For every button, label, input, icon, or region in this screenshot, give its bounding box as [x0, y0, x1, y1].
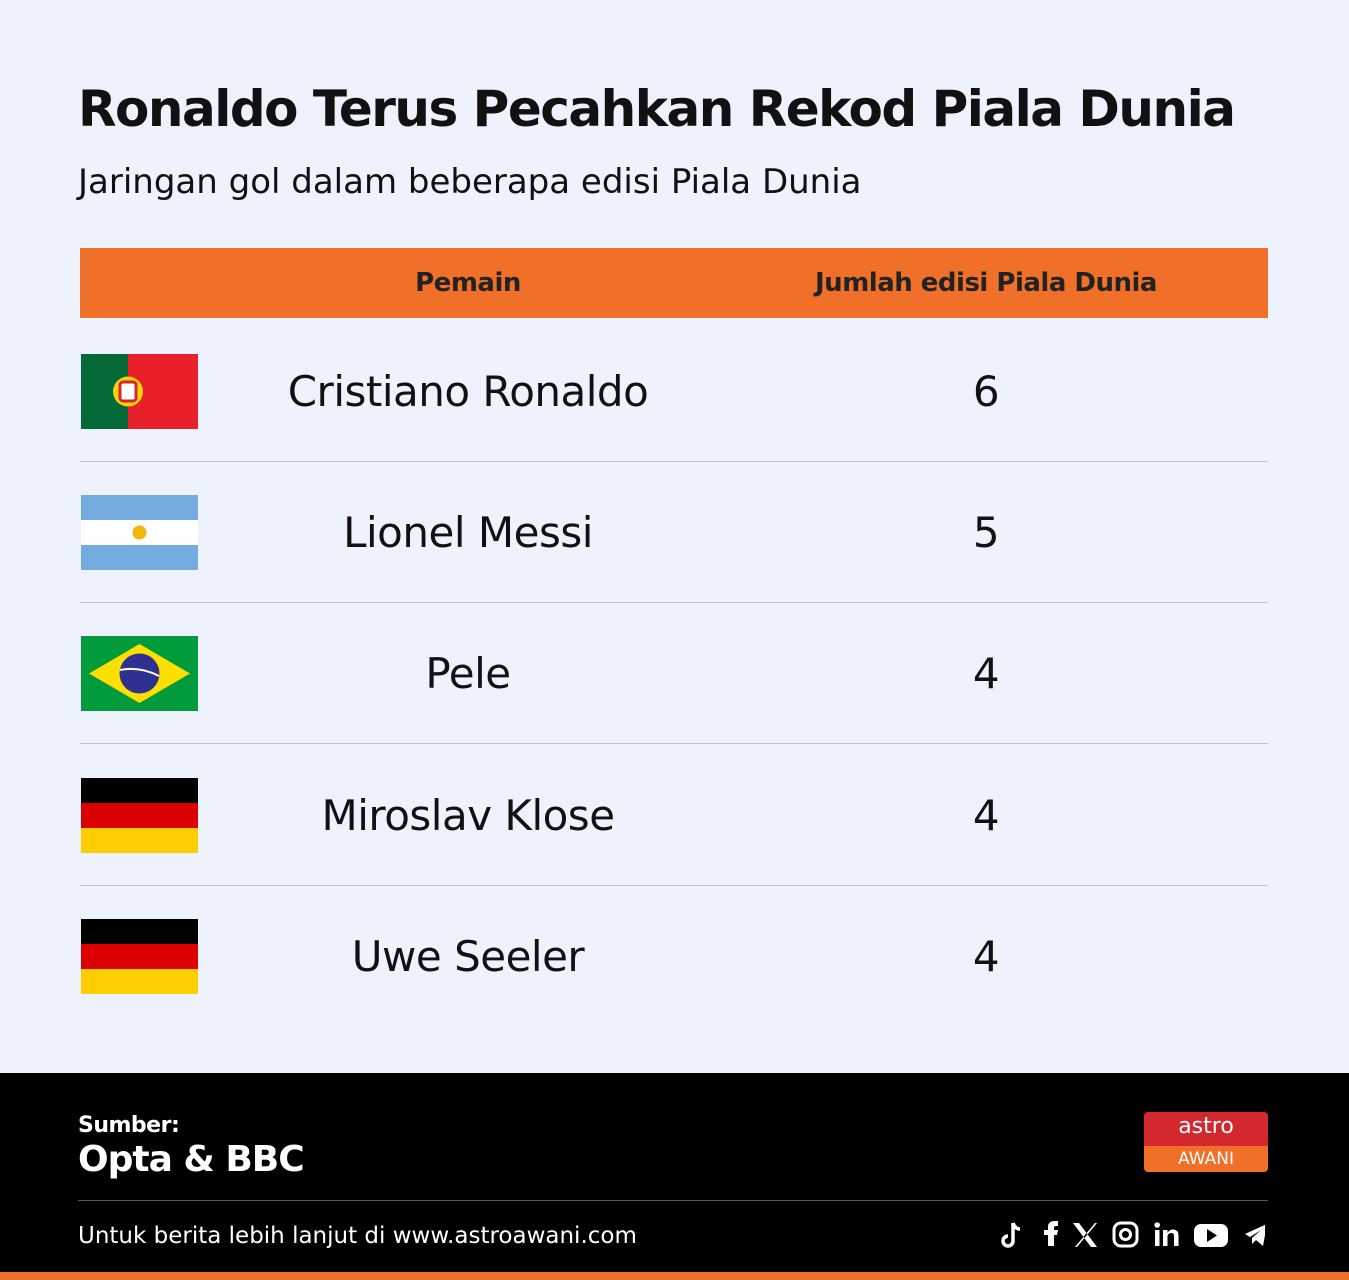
subtitle: Jaringan gol dalam beberapa edisi Piala … — [78, 162, 862, 202]
footer: Sumber: Opta & BBC astro AWANI Untuk ber… — [0, 1073, 1349, 1272]
editions: 6 — [972, 367, 1000, 416]
editions: 4 — [972, 649, 1000, 699]
flag — [81, 918, 198, 994]
flag — [81, 777, 198, 853]
youtube-icon[interactable] — [1194, 1224, 1228, 1247]
x-icon[interactable] — [1073, 1223, 1097, 1247]
row-separator — [80, 602, 1268, 604]
table-row: Pele 4 — [80, 603, 1268, 744]
logo-bottom: AWANI — [1144, 1146, 1268, 1172]
tiktok-icon[interactable] — [1001, 1222, 1021, 1248]
player-name: Cristiano Ronaldo — [287, 367, 649, 416]
telegram-icon[interactable] — [1245, 1224, 1265, 1246]
player-name: Miroslav Klose — [321, 790, 615, 840]
flag — [81, 354, 198, 429]
logo-top: astro — [1144, 1112, 1268, 1146]
player-name: Uwe Seeler — [351, 931, 585, 981]
editions: 4 — [972, 931, 1000, 981]
divider — [78, 1200, 1268, 1201]
instagram-icon[interactable] — [1112, 1221, 1139, 1248]
table-row: Cristiano Ronaldo 6 — [80, 321, 1268, 462]
editions: 4 — [972, 790, 1000, 840]
linkedin-icon[interactable] — [1154, 1222, 1179, 1246]
source: Opta & BBC — [78, 1139, 305, 1180]
table-row: Lionel Messi 5 — [80, 462, 1268, 603]
player-name: Pele — [425, 649, 511, 699]
row-separator — [80, 461, 1268, 462]
player-name: Lionel Messi — [343, 508, 593, 558]
flag — [81, 495, 198, 571]
row-separator — [80, 743, 1268, 745]
facebook-icon[interactable] — [1044, 1221, 1058, 1246]
footer-link: Untuk berita lebih lanjut di www.astroaw… — [78, 1223, 637, 1249]
row-separator — [80, 884, 1268, 886]
flag — [81, 636, 198, 712]
source-label: Sumber: — [78, 1113, 180, 1138]
title: Ronaldo Terus Pecahkan Rekod Piala Dunia — [78, 80, 1236, 138]
column-header: Pemain — [415, 268, 521, 298]
table-header: Pemain Jumlah edisi Piala Dunia — [80, 248, 1268, 318]
accent-strip — [0, 1272, 1349, 1280]
column-header: Jumlah edisi Piala Dunia — [815, 268, 1157, 298]
table-row: Uwe Seeler 4 — [80, 886, 1268, 1027]
logo: astro AWANI — [1144, 1112, 1268, 1172]
table-row: Miroslav Klose 4 — [80, 745, 1268, 886]
social-icons — [1001, 1221, 1265, 1248]
editions: 5 — [972, 508, 1000, 558]
